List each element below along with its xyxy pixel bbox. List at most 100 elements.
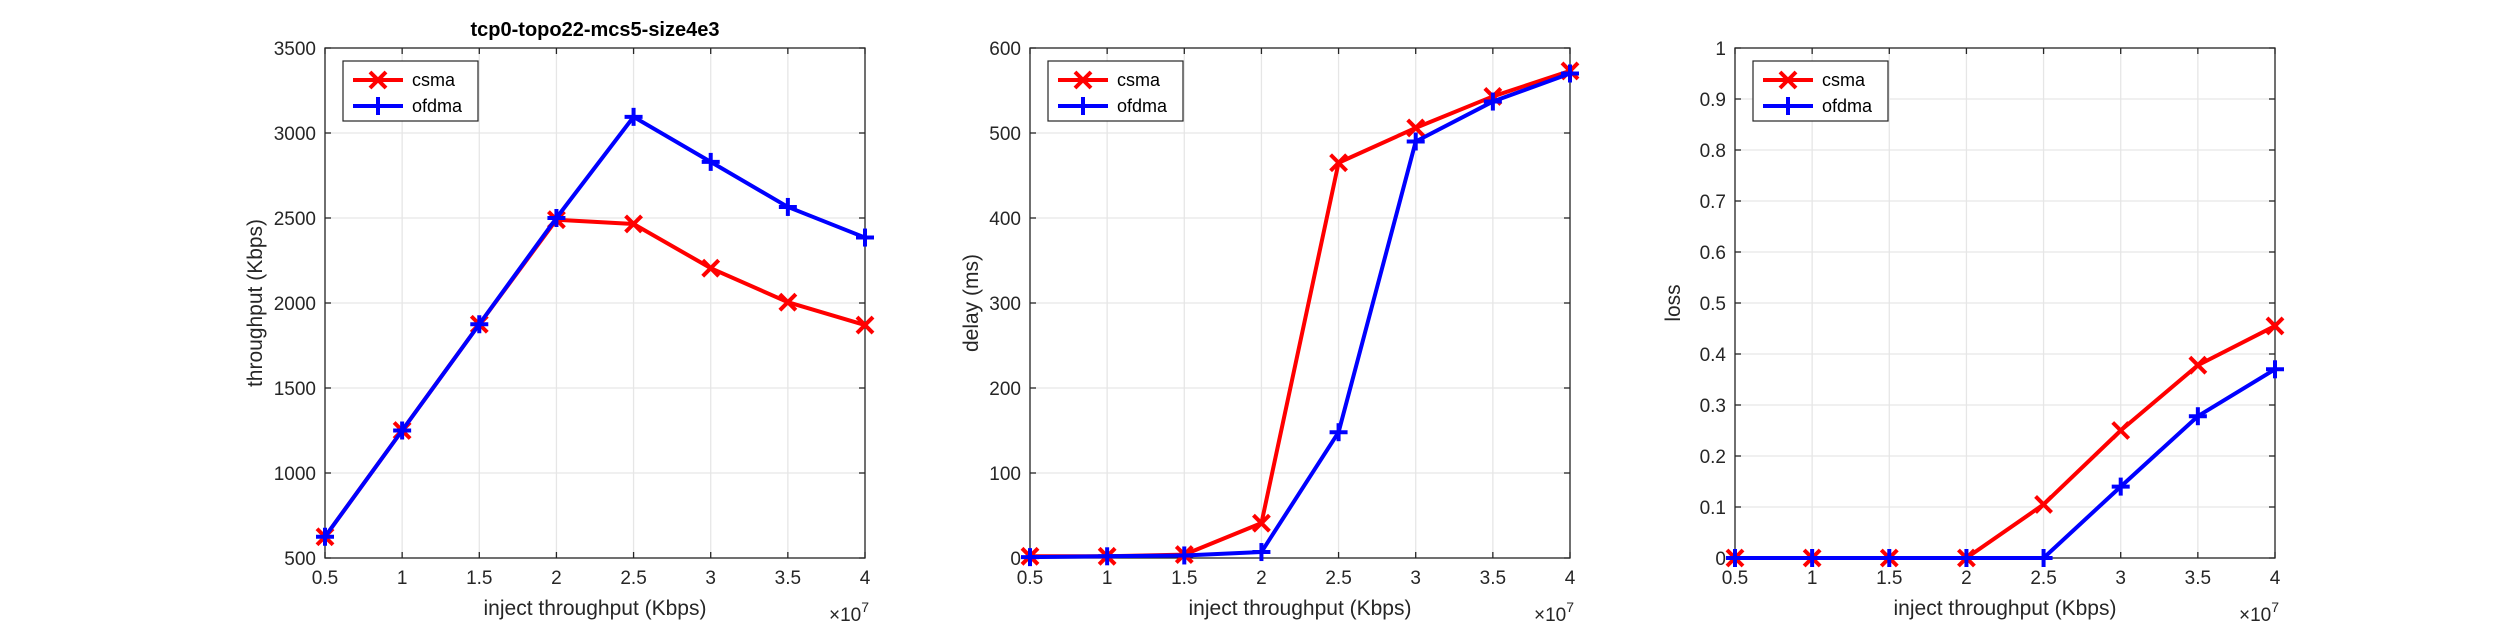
legend-box: [1752, 60, 1889, 122]
x-tick-label: 3.5: [1480, 568, 1506, 589]
x-tick-label: 2: [1961, 568, 1972, 589]
y-tick-label: 0.1: [1700, 498, 1726, 519]
legend-marker-csma: [368, 70, 388, 90]
x-tick-label: 4: [1565, 568, 1576, 589]
data-point-ofdma: [2266, 360, 2284, 379]
chart-1: 0.5 1 1.5 2 2.5 3 3.5 4 500 1000 1500 2000 2500 3000 3…: [244, 19, 875, 625]
data-point-ofdma: [1329, 423, 1348, 442]
y-tick-label: 200: [989, 379, 1021, 400]
data-point-ofdma: [1957, 549, 1976, 567]
data-point-ofdma: [393, 421, 412, 440]
y-tick-label: 3000: [274, 124, 316, 145]
y-tick-label: 0: [1715, 549, 1726, 570]
legend-label-csma: csma: [412, 70, 456, 90]
y-tick-label: 0.9: [1700, 90, 1726, 111]
x-tick-label: 4: [860, 568, 871, 589]
data-point-csma: [1252, 513, 1271, 533]
data-point-ofdma: [1021, 548, 1039, 567]
x-tick-label: 3: [705, 568, 716, 589]
data-point-ofdma: [1483, 92, 1502, 111]
data-point-csma: [855, 315, 875, 335]
data-point-ofdma: [1175, 546, 1194, 565]
legend: csma ofdma: [1752, 60, 1889, 122]
x-tick-label: 2.5: [1325, 568, 1351, 589]
data-point-ofdma: [470, 315, 489, 334]
x-axis-label: inject throughput (Kbps): [1189, 597, 1412, 620]
x-tick-label: 2: [551, 568, 562, 589]
series-line-ofdma: [1029, 71, 1571, 560]
data-point-csma: [624, 214, 643, 234]
y-tick-label: 600: [989, 39, 1021, 60]
x-tick-label: 1.5: [466, 568, 492, 589]
data-point-csma: [2188, 355, 2208, 375]
x-axis-label: inject throughput (Kbps): [484, 597, 707, 620]
y-tick-label: 300: [989, 294, 1021, 315]
y-tick-label: 3500: [274, 39, 316, 60]
data-point-csma: [2265, 316, 2285, 336]
y-tick-label: 1500: [274, 379, 316, 400]
y-tick-label: 0.6: [1700, 243, 1726, 264]
y-axis-label: loss: [1662, 284, 1685, 321]
legend-label-csma: csma: [1117, 70, 1161, 90]
x-tick-label: 3: [2115, 568, 2126, 589]
legend-label-ofdma: ofdma: [1822, 96, 1873, 116]
y-tick-label: 0.4: [1700, 345, 1727, 366]
data-point-ofdma: [1252, 543, 1271, 562]
y-axis-label: throughput (Kbps): [244, 219, 267, 387]
x-tick-label: 4: [2270, 568, 2281, 589]
data-point-ofdma: [2188, 407, 2207, 426]
chart-title: tcp0-topo22-mcs5-size4e3: [471, 19, 720, 41]
series-line-ofdma: [1735, 367, 2277, 560]
x-tick-label: 1.5: [1171, 568, 1197, 589]
y-tick-label: 400: [989, 209, 1021, 230]
legend: csma ofdma: [342, 60, 479, 122]
data-point-ofdma: [701, 152, 720, 171]
legend-marker-ofdma: [1779, 97, 1797, 115]
y-tick-label: 0.8: [1700, 141, 1726, 162]
legend-marker-ofdma: [369, 97, 387, 115]
legend-marker-csma: [1778, 70, 1798, 90]
data-point-ofdma: [1406, 132, 1425, 151]
x-tick-label: 1: [1102, 568, 1113, 589]
y-tick-label: 0: [1010, 549, 1021, 570]
x-tick-label: 1: [397, 568, 408, 589]
y-tick-label: 500: [284, 549, 316, 570]
legend-marker-ofdma: [1074, 97, 1092, 115]
data-point-csma: [2034, 495, 2053, 514]
data-point-ofdma: [1880, 549, 1899, 567]
series-csma: [315, 210, 875, 547]
legend: csma ofdma: [1047, 60, 1184, 122]
y-tick-label: 0.5: [1700, 294, 1726, 315]
x-tick-label: 0.5: [312, 568, 338, 589]
x-exponent-label: ×107: [1534, 599, 1574, 625]
x-exponent-label: ×107: [829, 599, 869, 625]
series-csma: [1725, 316, 2285, 568]
legend-marker-csma: [1073, 70, 1093, 90]
x-exponent-label: ×107: [2239, 599, 2279, 625]
data-point-ofdma: [624, 107, 643, 126]
data-point-ofdma: [2111, 477, 2130, 496]
data-point-csma: [778, 292, 798, 312]
y-tick-label: 1: [1715, 39, 1726, 60]
data-point-csma: [1406, 118, 1426, 138]
data-point-ofdma: [316, 527, 334, 546]
y-tick-label: 0.2: [1700, 447, 1726, 468]
data-point-ofdma: [2034, 549, 2053, 567]
x-tick-label: 3.5: [775, 568, 801, 589]
legend-box: [1047, 60, 1184, 122]
x-tick-label: 3.5: [2185, 568, 2211, 589]
series-ofdma: [1726, 360, 2284, 567]
legend-box: [342, 60, 479, 122]
series-line-ofdma: [323, 114, 866, 538]
x-tick-label: 0.5: [1722, 568, 1748, 589]
x-tick-label: 3: [1410, 568, 1421, 589]
y-tick-label: 100: [989, 464, 1021, 485]
chart-2: 0.5 1 1.5 2 2.5 3 3.5 4 0 100 200 300 400 500 600 injec…: [960, 39, 1580, 625]
x-tick-label: 2.5: [620, 568, 646, 589]
x-tick-label: 1: [1807, 568, 1818, 589]
data-point-csma: [701, 258, 721, 278]
data-point-ofdma: [1098, 547, 1117, 566]
x-tick-label: 2.5: [2030, 568, 2056, 589]
x-tick-label: 1.5: [1876, 568, 1902, 589]
x-axis-label: inject throughput (Kbps): [1894, 597, 2117, 620]
